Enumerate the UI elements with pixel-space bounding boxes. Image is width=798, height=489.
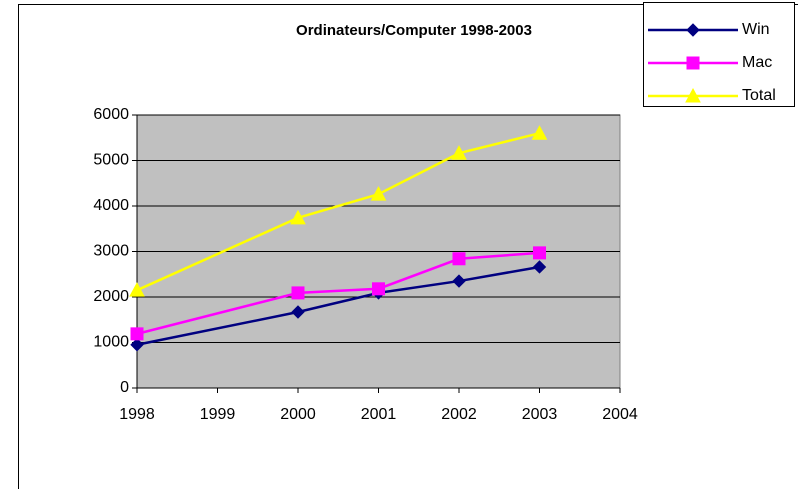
marker [452, 252, 466, 266]
y-tick-label: 2000 [93, 288, 129, 305]
x-tick-label: 1999 [200, 406, 236, 423]
x-tick-label: 2003 [522, 406, 558, 423]
x-tick-label: 2001 [361, 406, 397, 423]
y-tick-label: 6000 [93, 106, 129, 123]
legend-label: Mac [742, 54, 772, 71]
x-tick-label: 2000 [280, 406, 316, 423]
chart-title: Ordinateurs/Computer 1998-2003 [296, 22, 532, 39]
marker [291, 286, 305, 300]
marker [532, 260, 547, 274]
marker [291, 305, 305, 319]
legend-label: Total [742, 87, 776, 104]
x-tick-label: 2002 [441, 406, 477, 423]
x-tick-label: 1998 [119, 406, 155, 423]
y-tick-label: 1000 [93, 334, 129, 351]
y-tick-label: 3000 [93, 243, 129, 260]
marker [370, 186, 387, 201]
marker [686, 23, 700, 37]
marker [452, 274, 466, 288]
marker [130, 338, 144, 352]
legend-label: Win [742, 21, 770, 38]
marker [533, 246, 546, 260]
marker [686, 56, 700, 70]
y-tick-label: 5000 [93, 152, 129, 169]
marker [685, 87, 701, 103]
marker [129, 282, 145, 297]
marker [290, 209, 306, 225]
legend [643, 2, 795, 107]
x-tick-label: 2004 [602, 406, 638, 423]
marker [531, 125, 548, 140]
marker [451, 145, 467, 160]
marker [130, 327, 144, 341]
y-tick-label: 4000 [93, 197, 129, 214]
y-tick-label: 0 [120, 379, 129, 396]
marker [372, 282, 385, 296]
